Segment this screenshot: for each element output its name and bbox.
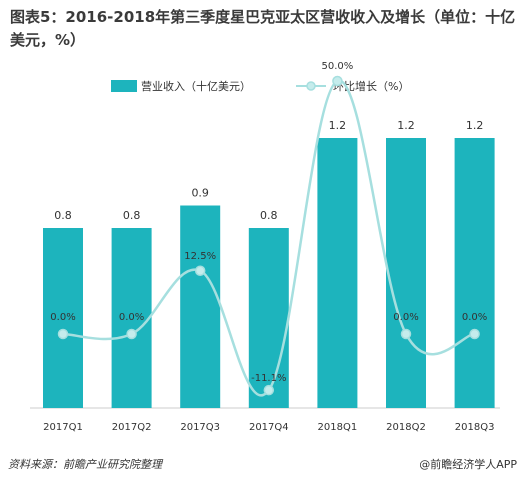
x-tick-label: 2017Q3 [180, 422, 220, 433]
growth-value-label: 0.0% [393, 312, 418, 323]
x-tick-label: 2018Q3 [455, 422, 495, 433]
growth-point [400, 328, 412, 340]
bar-value-label: 0.8 [260, 209, 278, 222]
legend-bar-swatch [111, 80, 137, 92]
growth-value-label: 12.5% [184, 251, 216, 262]
chart-title: 图表5：2016-2018年第三季度星巴克亚太区营收收入及增长（单位：十亿美元，… [10, 8, 516, 49]
growth-value-label: -11.1% [251, 373, 286, 384]
bar [43, 228, 83, 408]
growth-point [263, 384, 275, 396]
source-note: 资料来源：前瞻产业研究院整理 [8, 458, 162, 471]
growth-point [126, 328, 137, 340]
credit-note: @前瞻经济学人APP [419, 458, 517, 471]
legend-line-label: 环比增长（%） [333, 79, 409, 93]
bar [454, 138, 495, 408]
bar [111, 228, 152, 408]
legend-line-marker [306, 81, 316, 91]
bar [180, 205, 221, 408]
bar [317, 138, 358, 408]
growth-value-label: 50.0% [322, 61, 354, 72]
bar [248, 228, 289, 408]
bar-value-label: 0.8 [54, 209, 72, 222]
legend-bar-label: 营业收入（十亿美元） [141, 79, 251, 93]
bar [386, 138, 426, 408]
x-tick-label: 2017Q1 [43, 422, 83, 433]
growth-value-label: 0.0% [119, 312, 144, 323]
growth-value-label: 0.0% [462, 312, 487, 323]
bar-value-label: 0.8 [123, 209, 141, 222]
growth-point [57, 328, 69, 340]
bar-value-label: 1.2 [397, 119, 415, 132]
growth-point [332, 75, 343, 87]
growth-point [194, 265, 206, 276]
growth-value-label: 0.0% [50, 312, 75, 323]
bar-value-label: 0.9 [191, 187, 209, 200]
growth-line [62, 79, 475, 397]
bar-value-label: 1.2 [466, 119, 484, 132]
bar-value-label: 1.2 [329, 119, 347, 132]
growth-point [469, 328, 480, 340]
x-tick-label: 2018Q2 [386, 422, 426, 433]
x-tick-label: 2017Q2 [112, 422, 152, 433]
x-tick-label: 2018Q1 [318, 422, 358, 433]
x-tick-label: 2017Q4 [249, 422, 289, 433]
